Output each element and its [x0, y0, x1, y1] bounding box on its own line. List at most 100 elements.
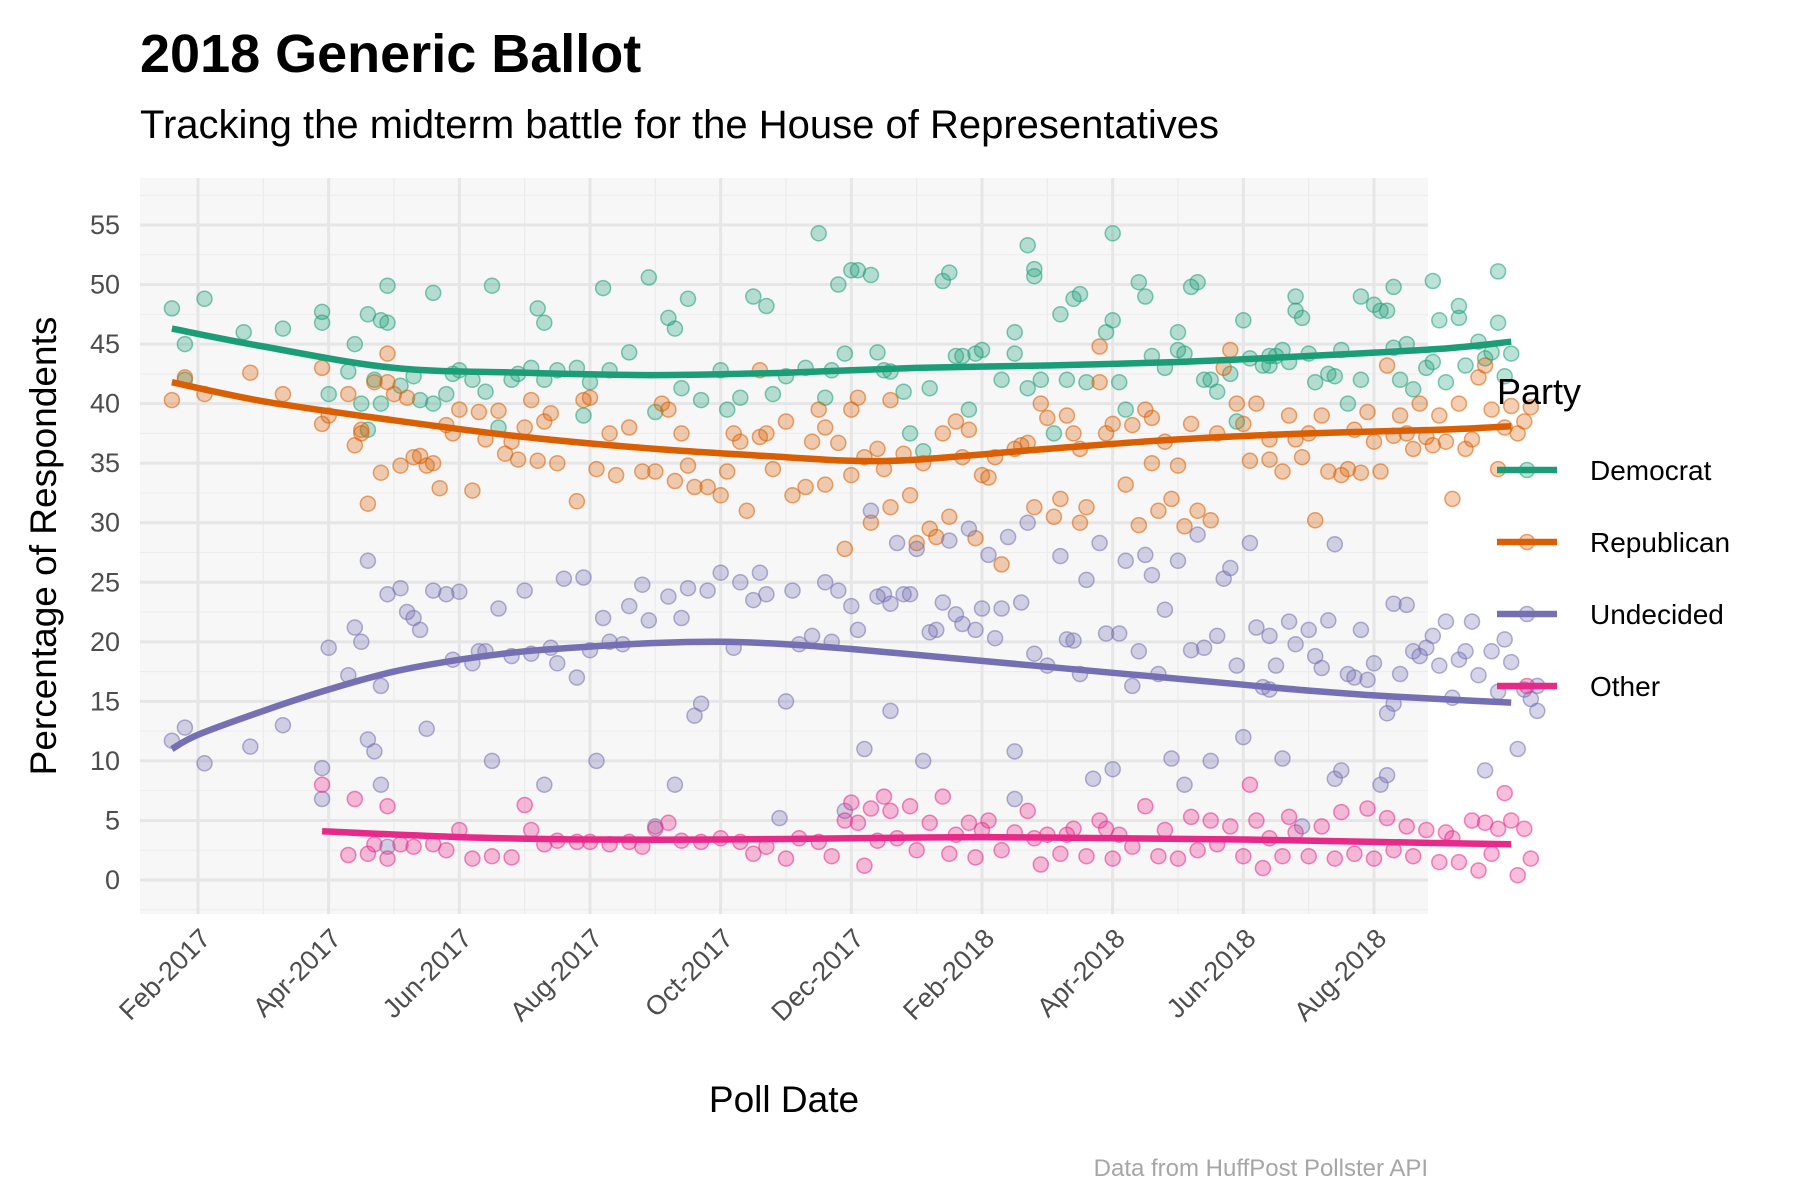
undecided-point — [398, 603, 416, 621]
republican-point — [816, 419, 834, 436]
other-point — [522, 821, 540, 839]
democrat-point — [1104, 312, 1121, 329]
x-tick-label: Aug-2017 — [504, 923, 608, 1027]
republican-point — [379, 345, 396, 362]
chart-caption: Data from HuffPost Pollster API — [1094, 1155, 1428, 1182]
undecided-point — [888, 534, 906, 552]
other-point — [1431, 853, 1448, 871]
undecided-point — [692, 695, 710, 712]
republican-point — [1150, 502, 1167, 520]
democrat-point — [1450, 309, 1468, 327]
republican-point — [542, 404, 560, 422]
undecided-point — [1320, 612, 1337, 629]
undecided-point — [424, 582, 442, 599]
republican-point — [993, 556, 1010, 573]
democrat-point — [1496, 367, 1513, 385]
other-point — [843, 794, 860, 811]
democrat-point — [1326, 367, 1344, 385]
republican-point — [1104, 415, 1121, 433]
democrat-point — [438, 385, 455, 403]
undecided-point — [999, 528, 1017, 546]
republican-point — [758, 425, 775, 442]
democrat-point — [1391, 371, 1409, 389]
democrat-point — [1026, 267, 1043, 285]
other-point — [993, 841, 1010, 859]
democrat-point — [1052, 306, 1069, 323]
other-point — [1483, 845, 1500, 863]
democrat-point — [810, 225, 827, 242]
democrat-point — [235, 323, 252, 341]
undecided-point — [1391, 665, 1409, 683]
republican-point — [359, 495, 377, 512]
other-point — [1235, 847, 1252, 865]
republican-point — [549, 454, 566, 472]
democrat-point — [1437, 373, 1455, 391]
y-tick-label: 15 — [90, 686, 120, 716]
democrat-point — [941, 264, 958, 281]
republican-point — [901, 487, 919, 504]
republican-point — [653, 395, 671, 412]
undecided-point — [1431, 657, 1448, 674]
democrat-point — [1019, 236, 1036, 254]
republican-point — [1352, 464, 1370, 481]
democrat-point — [340, 363, 357, 380]
republican-point — [1058, 407, 1076, 424]
other-point — [1065, 820, 1082, 838]
democrat-point — [196, 290, 213, 308]
republican-point — [1235, 415, 1252, 433]
x-tick-label: Jun-2018 — [1161, 923, 1262, 1024]
democrat-point — [836, 345, 854, 362]
undecided-point — [1346, 669, 1363, 686]
other-point — [1169, 850, 1187, 867]
democrat-point — [313, 303, 331, 321]
y-tick-label: 25 — [90, 567, 120, 597]
democrat-point — [830, 276, 847, 293]
republican-point — [947, 413, 965, 430]
undecided-point — [679, 579, 697, 597]
undecided-point — [1130, 643, 1148, 660]
undecided-point — [359, 552, 377, 570]
x-tick-label: Dec-2017 — [766, 923, 870, 1027]
x-tick-label: Aug-2018 — [1288, 923, 1392, 1027]
republican-point — [1091, 338, 1108, 355]
undecided-point — [882, 595, 899, 612]
democrat-point — [477, 383, 494, 400]
undecided-point — [1026, 645, 1043, 662]
democrat-point — [411, 391, 429, 409]
republican-point — [607, 466, 625, 484]
republican-point — [1437, 433, 1455, 450]
democrat-point — [1169, 323, 1187, 341]
republican-point — [1143, 409, 1161, 427]
y-tick-label: 0 — [105, 865, 120, 895]
undecided-point — [1496, 631, 1513, 648]
democrat-point — [536, 314, 553, 331]
republican-point — [1091, 373, 1108, 391]
y-tick-label: 45 — [90, 329, 120, 359]
democrat-point — [1431, 312, 1448, 329]
other-point — [1202, 812, 1219, 829]
democrat-point — [1404, 381, 1422, 398]
republican-point — [764, 460, 782, 478]
undecided-point — [1078, 571, 1095, 589]
y-tick-label: 5 — [105, 805, 120, 835]
other-point — [1365, 850, 1383, 867]
democrat-point — [379, 314, 396, 331]
undecided-point — [901, 585, 919, 603]
undecided-point — [346, 619, 364, 636]
other-point — [1437, 824, 1455, 841]
undecided-point — [274, 716, 292, 734]
democrat-point — [1450, 297, 1468, 315]
other-point — [1300, 847, 1317, 865]
undecided-point — [1326, 535, 1344, 553]
republican-point — [353, 425, 370, 442]
republican-point — [601, 425, 618, 442]
undecided-point — [1228, 657, 1246, 674]
y-axis-ticks: 0 5 10 15 20 25 30 35 40 45 50 55 — [90, 210, 120, 895]
other-point — [1326, 850, 1344, 867]
republican-point — [1293, 448, 1311, 466]
undecided-point — [1163, 750, 1180, 767]
republican-point — [1032, 395, 1050, 412]
y-tick-label: 55 — [90, 210, 120, 240]
undecided-point — [451, 583, 468, 601]
other-point — [1189, 841, 1206, 859]
